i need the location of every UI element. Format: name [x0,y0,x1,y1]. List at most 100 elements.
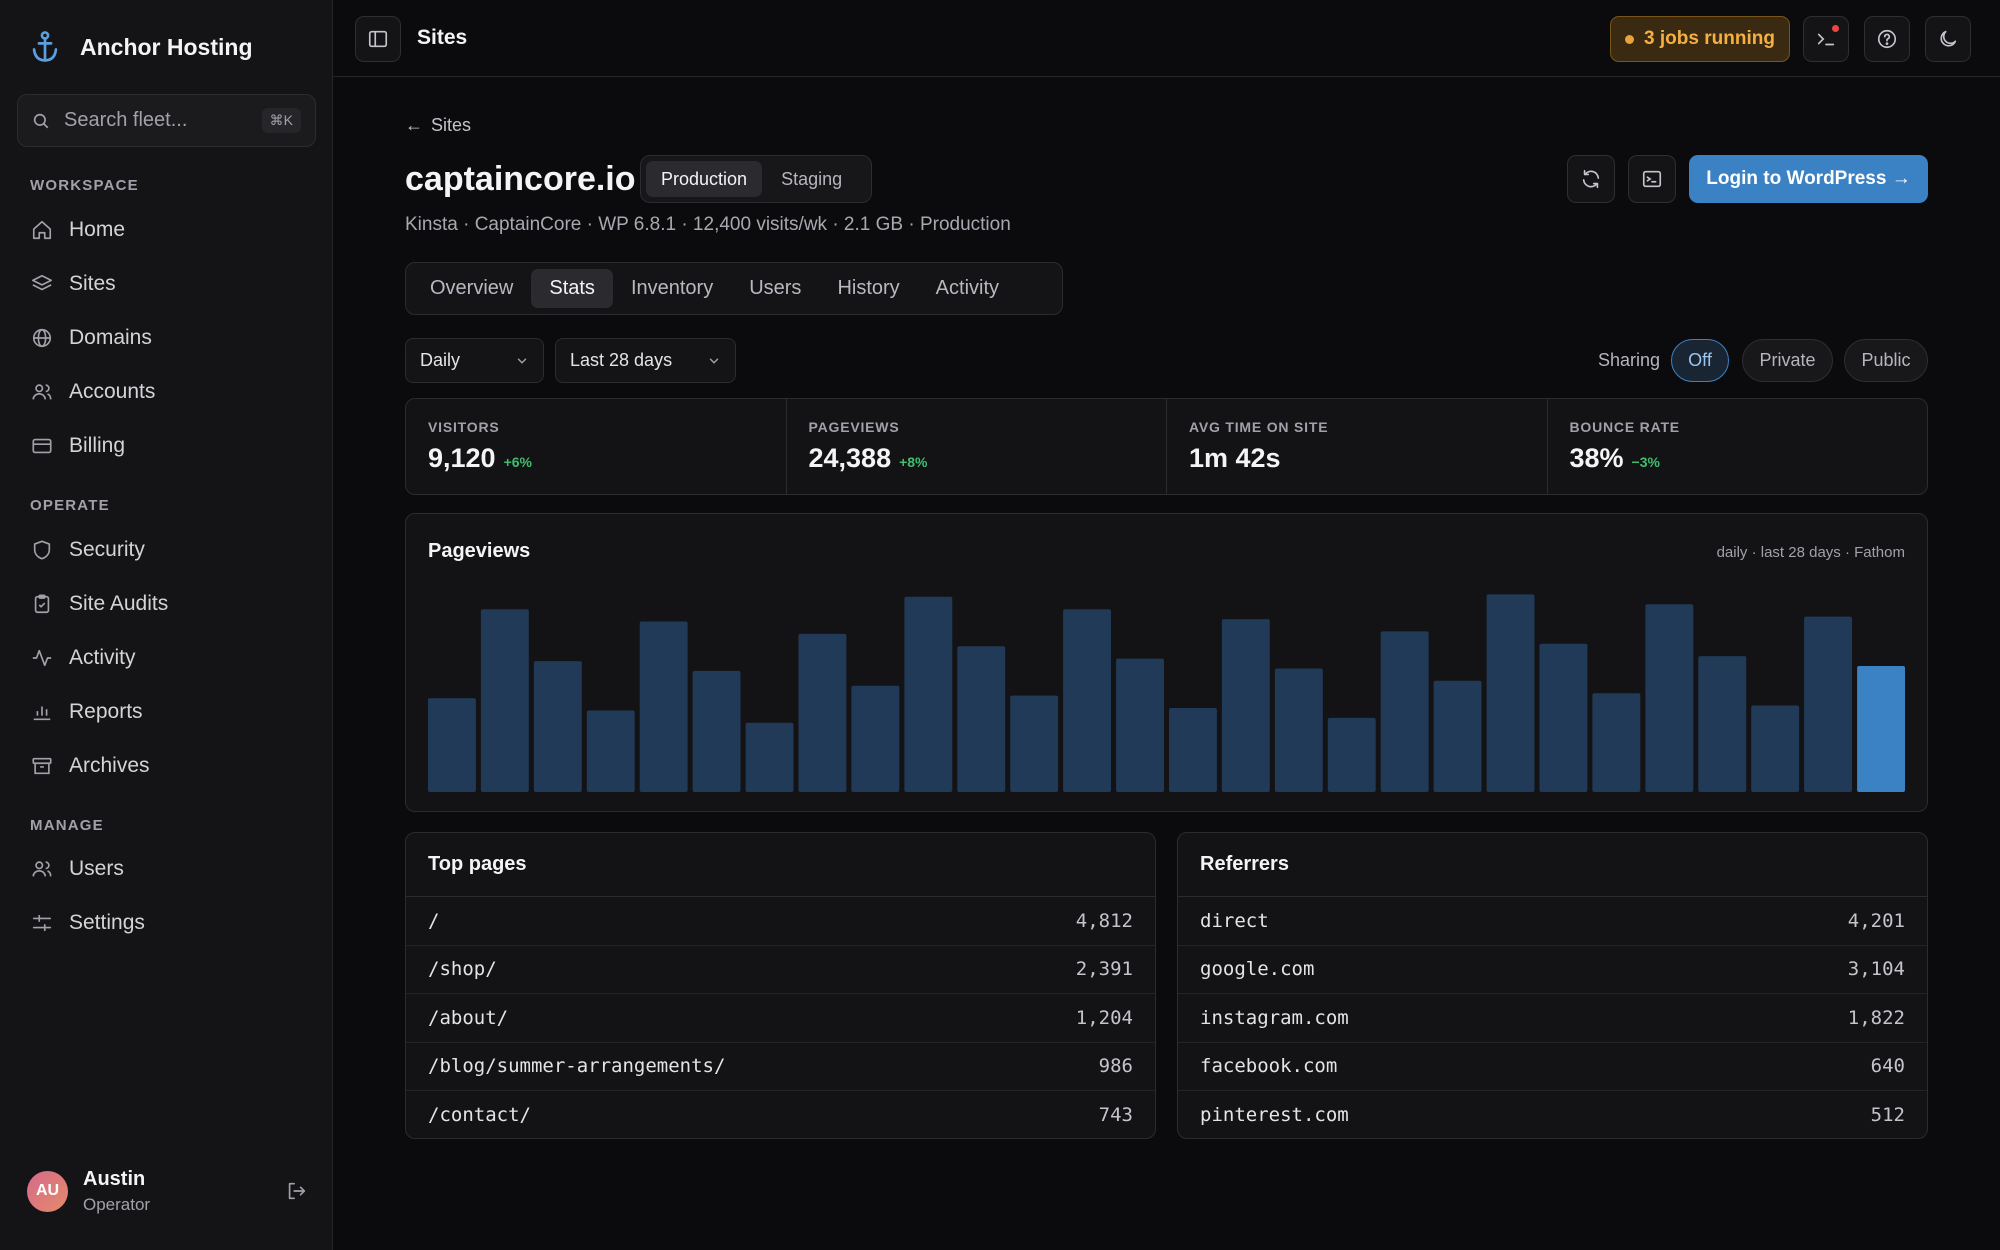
shield-icon [31,539,53,561]
chart-bar[interactable] [1063,609,1111,792]
chart-bar[interactable] [1221,619,1270,792]
ssh-terminal-button[interactable] [1628,155,1676,203]
search-icon [32,112,50,130]
logout-icon[interactable] [285,1180,307,1202]
chart-bar[interactable] [1169,708,1217,792]
chart-bar[interactable] [586,710,635,793]
theme-toggle-button[interactable] [1925,16,1971,62]
sidebar-item-settings[interactable]: Settings [17,899,316,947]
chart-bar[interactable] [851,685,900,792]
chart-bar[interactable] [1804,616,1852,792]
tab-overview[interactable]: Overview [430,277,514,299]
chart-bar[interactable] [745,722,794,792]
env-production-button[interactable]: Production [646,161,763,197]
site-title: captaincore.io [405,160,636,198]
page-title: Sites [417,26,468,49]
sidebar-item-reports[interactable]: Reports [17,688,316,736]
tab-inventory[interactable]: Inventory [630,277,714,299]
sharing-private-button[interactable]: Private [1742,339,1833,382]
chart-bar[interactable] [1751,705,1800,793]
clipboard-icon [31,593,53,615]
sidebar-item-accounts[interactable]: Accounts [17,368,316,416]
sidebar-item-billing[interactable]: Billing [17,422,316,470]
chart-bar[interactable] [957,646,1006,792]
chart-bar[interactable] [1116,658,1164,792]
chart-bar[interactable] [1698,656,1747,792]
moon-icon [1937,28,1959,50]
site-tabs: Overview Stats Inventory Users History A… [405,262,1063,315]
chevron-down-icon [515,354,529,368]
chart-title: Pageviews [428,540,531,562]
table-row[interactable]: facebook.com 640 [1178,1043,1927,1091]
stat-bounce-rate: BOUNCE RATE 38% −3% [1569,419,1680,473]
login-to-wordpress-button[interactable]: Login to WordPress → [1689,155,1928,203]
sidebar-item-site-audits[interactable]: Site Audits [17,580,316,628]
toggle-sidebar-button[interactable] [355,16,401,62]
table-row[interactable]: direct 4,201 [1178,897,1927,946]
sidebar-item-activity[interactable]: Activity [17,634,316,682]
sidebar-item-security[interactable]: Security [17,526,316,574]
status-dot [1625,34,1635,44]
help-button[interactable] [1864,16,1910,62]
shortcut-badge: ⌘K [261,108,301,133]
table-row[interactable]: pinterest.com 512 [1200,1104,1905,1127]
pageviews-chart-card: Pageviews daily · last 28 days · Fathom [405,513,1928,812]
chart-bar[interactable] [533,661,582,792]
tab-stats[interactable]: Stats [531,269,613,308]
table-row[interactable]: google.com 3,104 [1178,946,1927,994]
layers-icon [31,273,53,295]
chart-bar[interactable] [904,596,953,792]
table-row[interactable]: /4,812 [406,897,1155,946]
chart-bar[interactable] [1274,668,1323,793]
chart-bar[interactable] [1645,604,1694,792]
chart-bar[interactable] [1486,594,1535,792]
sidebar-item-domains[interactable]: Domains [17,314,316,362]
table-row[interactable]: /contact/743 [428,1104,1133,1127]
sidebar-item-home[interactable]: Home [17,206,316,254]
table-row[interactable]: /shop/2,391 [406,946,1155,994]
chart-bar[interactable] [480,609,529,792]
jobs-running-badge[interactable]: 3 jobs running [1610,16,1790,62]
chart-bar[interactable] [1433,680,1482,792]
delta-badge: +6% [503,454,532,470]
chart-bar[interactable] [1857,666,1905,792]
chart-bar[interactable] [692,670,741,792]
avatar[interactable]: AU [27,1170,68,1212]
tab-users[interactable]: Users [749,277,802,299]
sharing-off-button[interactable]: Off [1671,339,1729,382]
chart-bar[interactable] [639,621,688,793]
brand[interactable]: Anchor Hosting [30,30,253,64]
terminal-window-icon [1641,168,1663,190]
table-row[interactable]: /about/1,204 [406,994,1155,1043]
chart-subtitle: daily · last 28 days · Fathom [1716,544,1905,561]
table-row[interactable]: /blog/summer-arrangements/986 [406,1043,1155,1091]
chart-bar[interactable] [798,633,847,792]
interval-select[interactable]: Daily [405,338,544,383]
terminal-button[interactable] [1803,16,1849,62]
sidebar-item-archives[interactable]: Archives [17,742,316,790]
range-select[interactable]: Last 28 days [555,338,736,383]
refresh-button[interactable] [1567,155,1615,203]
top-bar: Sites 3 jobs running [333,0,2000,77]
arrow-left-icon: ← [405,115,423,135]
chart-bar[interactable] [1539,643,1588,792]
environment-switch: Production Staging [640,155,872,203]
chart-bar[interactable] [1380,631,1429,792]
section-label-manage: MANAGE [30,817,104,834]
site-meta: Kinsta · CaptainCore · WP 6.8.1 · 12,400… [405,214,1011,235]
tab-activity[interactable]: Activity [935,277,1000,299]
sharing-public-button[interactable]: Public [1844,339,1928,382]
sidebar-item-sites[interactable]: Sites [17,260,316,308]
table-row[interactable]: instagram.com 1,822 [1178,994,1927,1043]
chart-bar[interactable] [428,698,476,792]
stat-visitors: VISITORS 9,120 +6% [406,399,787,494]
env-staging-button[interactable]: Staging [781,168,843,189]
search-input[interactable]: Search fleet... ⌘K [17,94,316,147]
chart-bar[interactable] [1010,695,1059,792]
back-link[interactable]: ← Sites [405,115,472,135]
user-profile: AU Austin Operator [27,1166,307,1216]
chart-bar[interactable] [1592,693,1641,792]
sidebar-item-users[interactable]: Users [17,845,316,893]
chart-bar[interactable] [1327,717,1376,792]
tab-history[interactable]: History [837,277,900,299]
